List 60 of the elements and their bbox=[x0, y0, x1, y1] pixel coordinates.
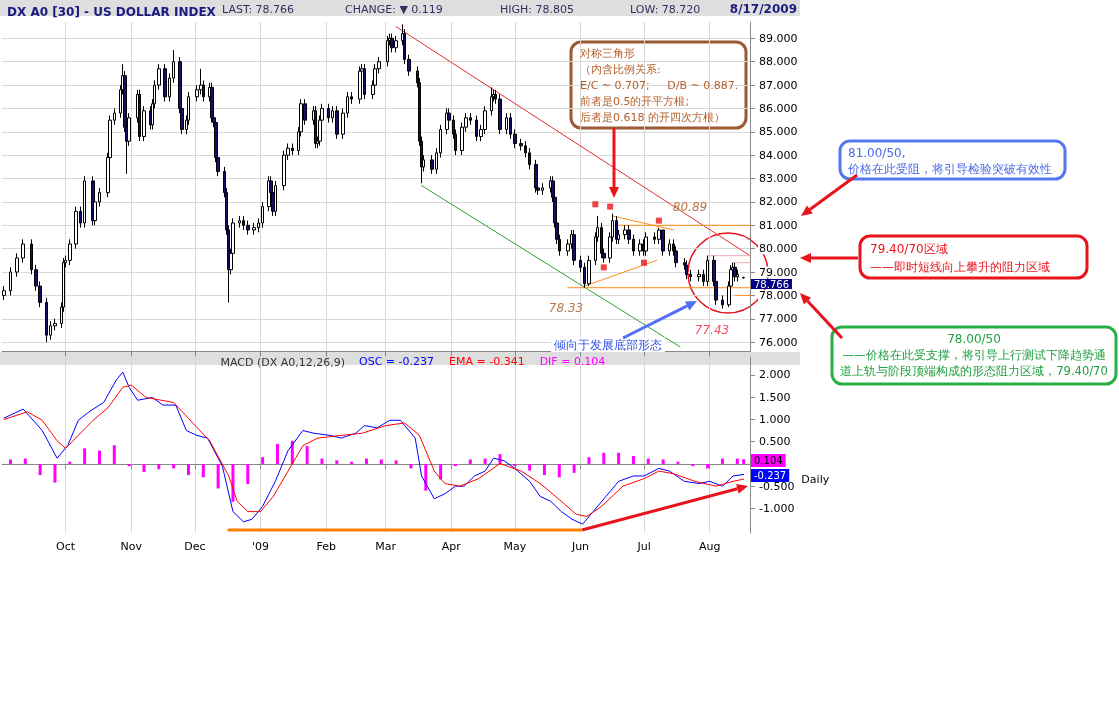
chart-title: DX A0 [30] - US DOLLAR INDEX bbox=[7, 5, 217, 19]
text: LAST: 78.766 bbox=[222, 2, 295, 16]
text: 8/17/2009 bbox=[729, 1, 797, 16]
text: CHANGE: ▼ 0.119 bbox=[345, 2, 443, 16]
y-tick-label: 84.000 bbox=[759, 148, 798, 162]
x-axis-title: Daily bbox=[801, 472, 830, 486]
x-tick-label: Oct bbox=[56, 540, 76, 553]
x-tick-label: Dec bbox=[184, 540, 206, 553]
y-tick-label: 82.000 bbox=[759, 195, 798, 209]
text: 78.00/50 bbox=[947, 331, 1001, 346]
y-tick-label: -0.500 bbox=[759, 479, 795, 493]
y-tick-label: 83.000 bbox=[759, 172, 798, 186]
y-tick-label: 79.000 bbox=[759, 265, 798, 279]
x-tick-label: Apr bbox=[441, 540, 462, 553]
y-tick-label: 86.000 bbox=[759, 101, 798, 115]
y-tick-label: -1.000 bbox=[759, 501, 795, 515]
annotation: 对称三角形 bbox=[580, 46, 635, 60]
text: 81.00/50, bbox=[848, 145, 906, 160]
text: ——即时短线向上攀升的阻力区域 bbox=[870, 259, 1050, 274]
y-tick-label: 0.500 bbox=[759, 435, 791, 449]
y-tick-label: 78.000 bbox=[759, 288, 798, 302]
annotation: 77.43 bbox=[694, 322, 730, 337]
x-tick-label: Feb bbox=[316, 540, 336, 553]
y-tick-label: 1.000 bbox=[759, 412, 791, 426]
text: 价格在此受阻，将引导检验突破有效性 bbox=[847, 161, 1052, 176]
y-tick-label: 77.000 bbox=[759, 312, 798, 326]
y-tick-label: 2.000 bbox=[759, 368, 791, 382]
text: OSC = -0.237 bbox=[359, 354, 434, 368]
text: LOW: 78.720 bbox=[630, 2, 701, 16]
y-tick-label: 80.000 bbox=[759, 242, 798, 256]
x-tick-label: Mar bbox=[375, 540, 397, 553]
annotation: 前者是0.5的开平方根; bbox=[580, 94, 690, 108]
x-tick-label: Nov bbox=[120, 540, 143, 553]
x-tick-label: Jul bbox=[636, 540, 651, 553]
y-tick-label: 88.000 bbox=[759, 55, 798, 69]
text: ——价格在此受支撑，将引导上行测试下降趋势通道上轨与阶段顶端构成的形态阻力区域，79.40/70 bbox=[840, 348, 1108, 378]
text: 78.766 bbox=[754, 278, 789, 290]
text: EMA = -0.341 bbox=[448, 354, 525, 368]
y-tick-label: 89.000 bbox=[759, 31, 798, 45]
y-tick-label: 1.500 bbox=[759, 390, 791, 404]
x-tick-label: Aug bbox=[699, 540, 721, 553]
annotation: （内含比例关系: bbox=[580, 62, 661, 76]
annotation: E/C ~ 0.707; D/B ~ 0.887. bbox=[580, 78, 739, 92]
y-tick-label: 87.000 bbox=[759, 78, 798, 92]
text: -0.237 bbox=[754, 470, 787, 481]
chart-title: MACD (DX A0,12,26,9) bbox=[220, 356, 345, 369]
text: HIGH: 78.805 bbox=[500, 2, 575, 16]
text: 79.40/70区域 bbox=[870, 241, 948, 256]
x-tick-label: '09 bbox=[252, 540, 270, 553]
annotation: 78.33 bbox=[548, 300, 584, 315]
annotation: 倾向于发展底部形态 bbox=[554, 337, 662, 352]
y-tick-label: 81.000 bbox=[759, 218, 798, 232]
x-tick-label: May bbox=[503, 540, 527, 553]
y-tick-label: 76.000 bbox=[759, 335, 798, 349]
text: DIF = 0.104 bbox=[539, 354, 606, 368]
y-tick-label: 85.000 bbox=[759, 125, 798, 139]
x-tick-label: Jun bbox=[570, 540, 590, 553]
annotation: 后者是0.618 的开四次方根） bbox=[580, 110, 725, 124]
text: 0.104 bbox=[754, 455, 783, 466]
annotation: 80.89 bbox=[672, 199, 708, 214]
